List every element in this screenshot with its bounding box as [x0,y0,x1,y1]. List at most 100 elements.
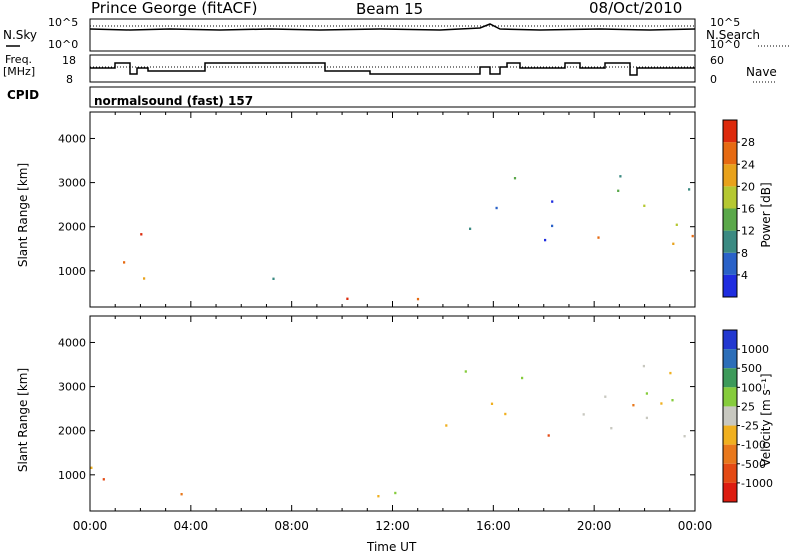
velocity-ytick-label: 3000 [58,381,86,394]
noise-right-tick-bottom: 10^0 [710,38,741,51]
power-ytick-label: 4000 [58,132,86,145]
freq-line [90,62,695,76]
power-data-cell [143,277,146,280]
power-ytick-label: 3000 [58,177,86,190]
power-data-cell [675,223,678,226]
velocity-colorbar-swatch [723,425,737,445]
cpid-value: normalsound (fast) 157 [94,94,254,108]
velocity-data-cell [642,364,645,368]
power-colorbar-swatch [723,230,737,253]
velocity-data-region [180,493,183,496]
noise-left-tick-top: 10^5 [48,16,79,29]
power-panel-frame [89,111,696,308]
cpid-label: CPID [7,88,40,102]
power-data-cell [469,227,472,230]
velocity-data-region [90,466,105,481]
velocity-colorbar-swatch [723,368,737,388]
x-tick-label: 00:00 [73,519,108,533]
freq-left-tick-top: 18 [62,54,76,67]
power-data-cell [346,297,349,300]
power-data-region [597,223,694,245]
velocity-colorbar-swatch [723,482,737,502]
velocity-colorbar-swatch [723,463,737,483]
power-data-cell [617,189,620,192]
power-data-cell [495,206,498,210]
power-colorbar-tick-label: 20 [741,180,755,193]
velocity-data-cell [660,402,663,405]
x-tick-label: 12:00 [375,519,410,533]
velocity-data-cell [394,491,397,495]
velocity-ytick-label: 1000 [58,469,86,482]
power-data-region [617,175,691,207]
velocity-colorbar-tick-label: -1000 [741,477,773,490]
power-colorbar-swatch [723,120,737,143]
velocity-data-cell [610,427,613,430]
power-colorbar: 4 8 12 16 20 24 28 [722,119,755,298]
power-colorbar-swatch [723,274,737,297]
velocity-panel-frame [89,315,696,512]
power-data-cell [597,236,600,239]
velocity-colorbar-swatch [723,444,737,464]
beam-title: Beam 15 [356,0,424,18]
x-tick-label: 04:00 [174,519,209,533]
power-data-cell [123,261,126,264]
x-axis: 00:00 04:00 08:00 12:00 16:00 20:00 00:00 [73,519,713,533]
power-panel: 1000 2000 3000 4000 [58,111,696,308]
power-data-cell [272,277,275,280]
velocity-colorbar-tick-label: 25 [741,400,755,413]
x-tick-label: 20:00 [577,519,612,533]
velocity-colorbar-frame [722,329,738,503]
x-tick-label: 08:00 [274,519,309,533]
power-colorbar-tick-label: 24 [741,158,755,171]
power-colorbar-tick-label: 4 [741,269,748,282]
power-data-cell [544,238,547,242]
cpid-panel-frame [89,86,696,108]
power-data-cell [551,224,554,228]
velocity-colorbar-tick-label: 1000 [741,343,769,356]
power-colorbar-swatch [723,252,737,275]
velocity-ytick-label: 4000 [58,336,86,349]
velocity-data-cell [645,392,648,395]
power-data-cell [619,175,622,178]
nave-right-tick-bottom: 0 [710,73,717,86]
power-data-region [143,277,146,280]
noise-search-label: N.Search [706,28,761,42]
power-data-cell [140,233,143,236]
power-colorbar-swatch [723,186,737,209]
power-colorbar-tick-label: 8 [741,247,748,260]
velocity-colorbar-tick-label: -100 [741,439,766,452]
power-data-cell [688,188,691,191]
power-colorbar-swatch [723,208,737,231]
power-ytick-label: 1000 [58,265,86,278]
power-colorbar-swatch [723,164,737,187]
station-title: Prince George (fitACF) [91,0,258,17]
velocity-data-cell [671,399,674,402]
velocity-panel: 1000 2000 3000 4000 [58,315,696,512]
velocity-data-cell [645,416,648,420]
velocity-data-cell [683,435,686,438]
velocity-data-cell [464,370,467,373]
x-tick-label: 00:00 [678,519,713,533]
noise-panel-frame [89,18,696,52]
power-colorbar-tick-label: 12 [741,225,755,238]
power-colorbar-tick-label: 16 [741,203,755,216]
power-data-cell [551,200,554,203]
velocity-data-region [445,364,686,438]
velocity-data-cell [180,493,183,496]
velocity-data-cell [547,434,550,437]
power-data-cell [672,242,675,245]
power-data-cell [416,297,420,301]
noise-sky-label: N.Sky [3,28,38,42]
velocity-data-cell [377,495,380,498]
power-ytick-label: 2000 [58,221,86,234]
x-axis-label: Time UT [367,540,417,554]
velocity-data-cell [582,413,585,416]
freq-left-tick-bottom: 8 [66,73,73,86]
velocity-data-cell [504,412,507,416]
power-data-region [272,277,275,280]
velocity-colorbar-swatch [723,406,737,426]
velocity-data-cell [102,478,105,481]
power-data-region [123,233,143,264]
